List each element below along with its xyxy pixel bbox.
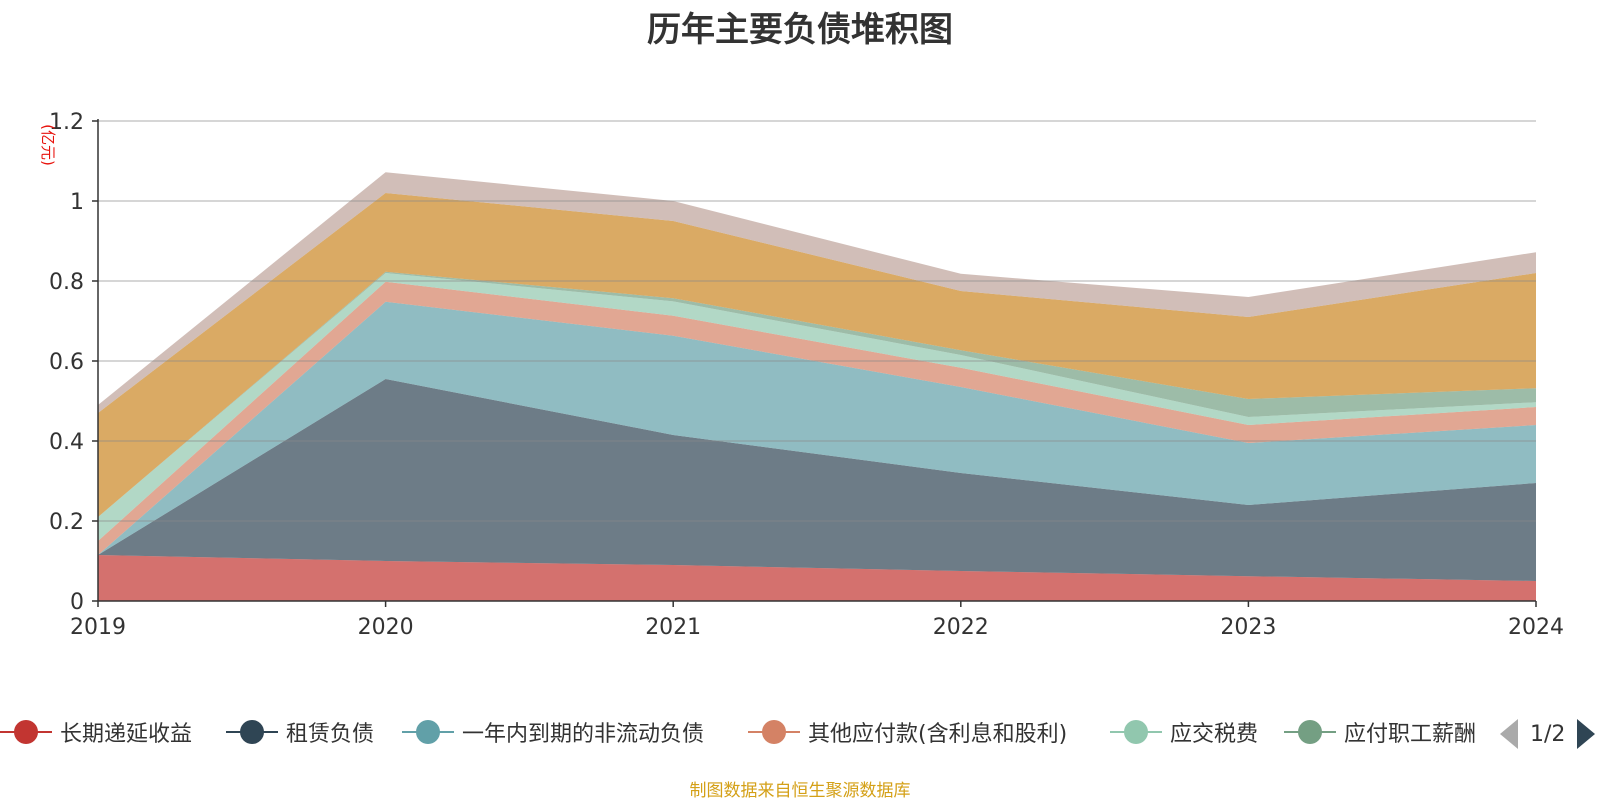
y-tick-label: 0.2	[49, 510, 84, 535]
legend-label: 租赁负债	[286, 722, 375, 747]
legend-item-2[interactable]: 租赁负债	[226, 712, 374, 752]
legend-page-indicator: 1/2	[1530, 721, 1566, 747]
x-tick-label: 2023	[1220, 615, 1276, 640]
legend-label: 一年内到期的非流动负债	[462, 722, 705, 747]
x-tick-label: 2020	[358, 615, 414, 640]
y-tick-label: 1	[70, 190, 84, 215]
legend-marker-icon	[1110, 719, 1162, 745]
legend-marker-icon	[748, 719, 800, 745]
legend-marker-icon	[226, 719, 278, 745]
legend-next-page-icon[interactable]	[1577, 719, 1596, 749]
y-tick-label: 0.6	[49, 350, 84, 375]
legend-label: 其他应付款(含利息和股利)	[808, 722, 1068, 747]
legend-label: 长期递延收益	[60, 722, 193, 747]
area-series-7	[98, 193, 1536, 517]
legend-item-1[interactable]: 长期递延收益	[0, 712, 192, 752]
x-tick-label: 2021	[645, 615, 701, 640]
legend-item-5[interactable]: 应交税费	[1110, 712, 1258, 752]
legend: 长期递延收益 租赁负债 一年内到期的非流动负债 其他应付款(含利息和股利) 应交税费 应付…	[0, 712, 1520, 752]
y-tick-label: 0.8	[49, 270, 84, 295]
stacked-area-chart: 0 0.2 0.4 0.6 0.8 1 1.2 2019 2020 2021 2022 2023 202…	[39, 110, 1564, 640]
area-series-1	[98, 555, 1536, 601]
legend-marker-icon	[0, 719, 52, 745]
legend-marker-icon	[1284, 719, 1336, 745]
legend-marker-icon	[402, 719, 454, 745]
y-tick-label: 0	[70, 590, 84, 615]
legend-item-4[interactable]: 其他应付款(含利息和股利)	[748, 712, 1067, 752]
legend-label: 应付职工薪酬	[1344, 722, 1477, 747]
legend-item-3[interactable]: 一年内到期的非流动负债	[402, 712, 704, 752]
y-tick-label: 1.2	[49, 110, 84, 135]
area-series-2	[98, 379, 1536, 581]
legend-label: 应交税费	[1170, 722, 1259, 747]
legend-pager: 1/2	[1500, 716, 1596, 752]
y-tick-label: 0.4	[49, 430, 84, 455]
x-tick-label: 2019	[70, 615, 126, 640]
legend-item-6[interactable]: 应付职工薪酬	[1284, 712, 1476, 752]
y-axis-unit-label: (亿元)	[39, 124, 57, 166]
x-tick-label: 2022	[933, 615, 989, 640]
area-series-3	[98, 301, 1536, 555]
x-tick-label: 2024	[1508, 615, 1564, 640]
data-source-note: 制图数据来自恒生聚源数据库	[689, 781, 911, 801]
legend-prev-page-icon[interactable]	[1500, 719, 1518, 749]
chart-title: 历年主要负债堆积图	[647, 10, 953, 50]
